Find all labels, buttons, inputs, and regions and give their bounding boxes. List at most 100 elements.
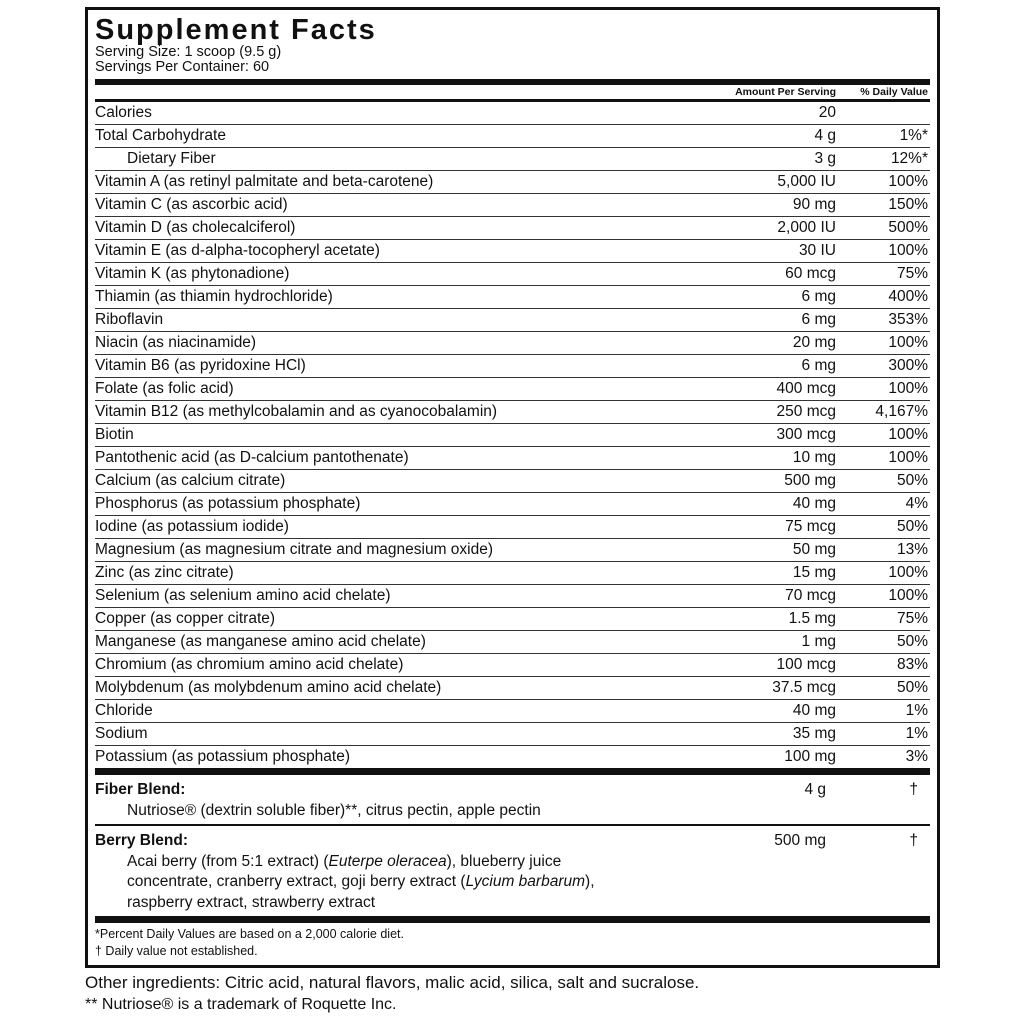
nutrient-row: Potassium (as potassium phosphate) 100 mg… [95, 746, 930, 768]
nutrient-table: Calories 20 Total Carbohydrate 4 g 1%* Dietar… [95, 102, 930, 768]
nutrient-name: Pantothenic acid (as D-calcium pantothen… [95, 449, 409, 466]
nutrient-amount: 300 mcg [776, 426, 836, 443]
nutrient-amount: 60 mcg [785, 265, 836, 282]
nutrient-amount: 40 mg [792, 495, 836, 512]
nutrient-row: Vitamin K (as phytonadione) 60 mcg 75% [95, 263, 930, 286]
nutrient-row: Vitamin B12 (as methylcobalamin and as c… [95, 401, 930, 424]
nutrient-name: Vitamin C (as ascorbic acid) [95, 196, 288, 213]
nutrient-dv: 3% [905, 748, 928, 765]
nutrient-dv: 150% [888, 196, 928, 213]
fiber-blend-desc: Nutriose® (dextrin soluble fiber)**, cit… [127, 801, 541, 819]
nutrient-amount: 100 mg [784, 748, 836, 765]
nutrient-dv: 100% [888, 426, 928, 443]
nutrient-name: Vitamin B12 (as methylcobalamin and as c… [95, 403, 498, 420]
nutrient-dv: 100% [888, 564, 928, 581]
other-ingredients-block: Other ingredients: Citric acid, natural … [85, 972, 699, 1016]
nutrient-row: Folate (as folic acid) 400 mcg 100% [95, 378, 930, 401]
nutrient-amount: 5,000 IU [777, 173, 836, 190]
nutrient-row: Riboflavin 6 mg 353% [95, 309, 930, 332]
nutrient-dv: 50% [896, 633, 928, 650]
nutrient-dv: 75% [896, 265, 928, 282]
nutrient-amount: 20 mg [792, 334, 836, 351]
nutrient-row: Pantothenic acid (as D-calcium pantothen… [95, 447, 930, 470]
nutrient-dv: 12%* [890, 150, 928, 167]
berry-desc-part: Acai berry (from 5:1 extract) ( [127, 852, 329, 870]
nutrient-amount: 35 mg [792, 725, 836, 742]
berry-blend-desc: Acai berry (from 5:1 extract) (Euterpe o… [95, 852, 686, 914]
nutrient-name: Vitamin B6 (as pyridoxine HCl) [95, 357, 306, 374]
nutrient-name: Vitamin A (as retinyl palmitate and beta… [95, 173, 434, 190]
nutrient-name: Zinc (as zinc citrate) [95, 564, 234, 581]
nutrient-name: Vitamin E (as d-alpha-tocopheryl acetate… [95, 242, 380, 259]
nutrient-row: Iodine (as potassium iodide) 75 mcg 50% [95, 516, 930, 539]
nutrient-dv: 100% [888, 449, 928, 466]
berry-desc-part: Euterpe oleracea [328, 852, 447, 870]
nutrient-name: Total Carbohydrate [95, 127, 226, 144]
nutrient-name: Selenium (as selenium amino acid chelate… [95, 587, 391, 604]
nutrient-amount: 1 mg [801, 633, 836, 650]
nutrient-amount: 30 IU [798, 242, 836, 259]
nutrient-row: Calories 20 [95, 102, 930, 125]
nutrient-dv: 1%* [899, 127, 928, 144]
nutrient-row: Niacin (as niacinamide) 20 mg 100% [95, 332, 930, 355]
nutrient-amount: 500 mg [784, 472, 836, 489]
nutrient-name: Calcium (as calcium citrate) [95, 472, 286, 489]
nutrient-row: Vitamin C (as ascorbic acid) 90 mg 150% [95, 194, 930, 217]
nutrient-name: Vitamin D (as cholecalciferol) [95, 219, 296, 236]
nutrient-dv: 83% [896, 656, 928, 673]
divider-thin [95, 824, 930, 826]
nutrient-amount: 1.5 mg [788, 610, 836, 627]
nutrient-name: Magnesium (as magnesium citrate and magn… [95, 541, 494, 558]
nutrient-amount: 250 mcg [776, 403, 836, 420]
column-header: Amount Per Serving % Daily Value [95, 85, 930, 99]
nutrient-dv: 353% [888, 311, 928, 328]
nutrient-row: Vitamin D (as cholecalciferol) 2,000 IU 50… [95, 217, 930, 240]
nutrient-name: Copper (as copper citrate) [95, 610, 276, 627]
nutrient-dv: 50% [896, 472, 928, 489]
nutrient-dv: 400% [888, 288, 928, 305]
nutrient-row: Magnesium (as magnesium citrate and magn… [95, 539, 930, 562]
amount-header: Amount Per Serving [735, 86, 836, 98]
nutrient-name: Molybdenum (as molybdenum amino acid che… [95, 679, 442, 696]
nutrient-amount: 70 mcg [785, 587, 836, 604]
nutrient-dv: 100% [888, 587, 928, 604]
nutrient-row: Phosphorus (as potassium phosphate) 40 mg… [95, 493, 930, 516]
berry-desc-part: ), blueberry juice [446, 852, 562, 870]
nutrient-name: Vitamin K (as phytonadione) [95, 265, 290, 282]
nutrient-row: Copper (as copper citrate) 1.5 mg 75% [95, 608, 930, 631]
nutrient-name: Potassium (as potassium phosphate) [95, 748, 351, 765]
nutrient-name: Riboflavin [95, 311, 164, 328]
nutrient-name: Folate (as folic acid) [95, 380, 234, 397]
berry-desc-part: concentrate, cranberry extract, goji ber… [127, 873, 466, 890]
nutrient-name: Dietary Fiber [127, 150, 216, 167]
divider-thick [95, 79, 930, 85]
nutrient-name: Manganese (as manganese amino acid chela… [95, 633, 426, 650]
berry-desc-part: ), [585, 873, 595, 890]
nutrient-amount: 15 mg [792, 564, 836, 581]
nutrient-dv: 4% [905, 495, 928, 512]
other-ingredients: Other ingredients: Citric acid, natural … [85, 973, 700, 992]
berry-blend-amount: 500 mg [774, 832, 826, 849]
nutrient-row: Sodium 35 mg 1% [95, 723, 930, 746]
nutrient-name: Biotin [95, 426, 134, 443]
nutrient-name: Thiamin (as thiamin hydrochloride) [95, 288, 333, 305]
trademark-note: ** Nutriose® is a trademark of Roquette … [85, 996, 397, 1013]
nutrient-row: Manganese (as manganese amino acid chela… [95, 631, 930, 654]
nutrient-dv: 75% [896, 610, 928, 627]
fiber-blend-name: Fiber Blend: [95, 781, 186, 798]
dv-header: % Daily Value [860, 86, 928, 98]
nutrient-row: Calcium (as calcium citrate) 500 mg 50% [95, 470, 930, 493]
divider-medium [95, 99, 930, 102]
nutrient-name: Chloride [95, 702, 153, 719]
nutrient-name: Phosphorus (as potassium phosphate) [95, 495, 361, 512]
nutrient-amount: 75 mcg [785, 518, 836, 535]
nutrient-dv: 1% [905, 725, 928, 742]
nutrient-amount: 6 mg [801, 311, 836, 328]
nutrient-row: Chloride 40 mg 1% [95, 700, 930, 723]
berry-desc-part: Lycium barbarum [465, 873, 586, 890]
nutrient-name: Chromium (as chromium amino acid chelate… [95, 656, 404, 673]
fiber-blend-amount: 4 g [804, 781, 826, 798]
nutrient-dv: 100% [888, 380, 928, 397]
nutrient-name: Niacin (as niacinamide) [95, 334, 257, 351]
berry-blend-name: Berry Blend: [95, 832, 189, 849]
